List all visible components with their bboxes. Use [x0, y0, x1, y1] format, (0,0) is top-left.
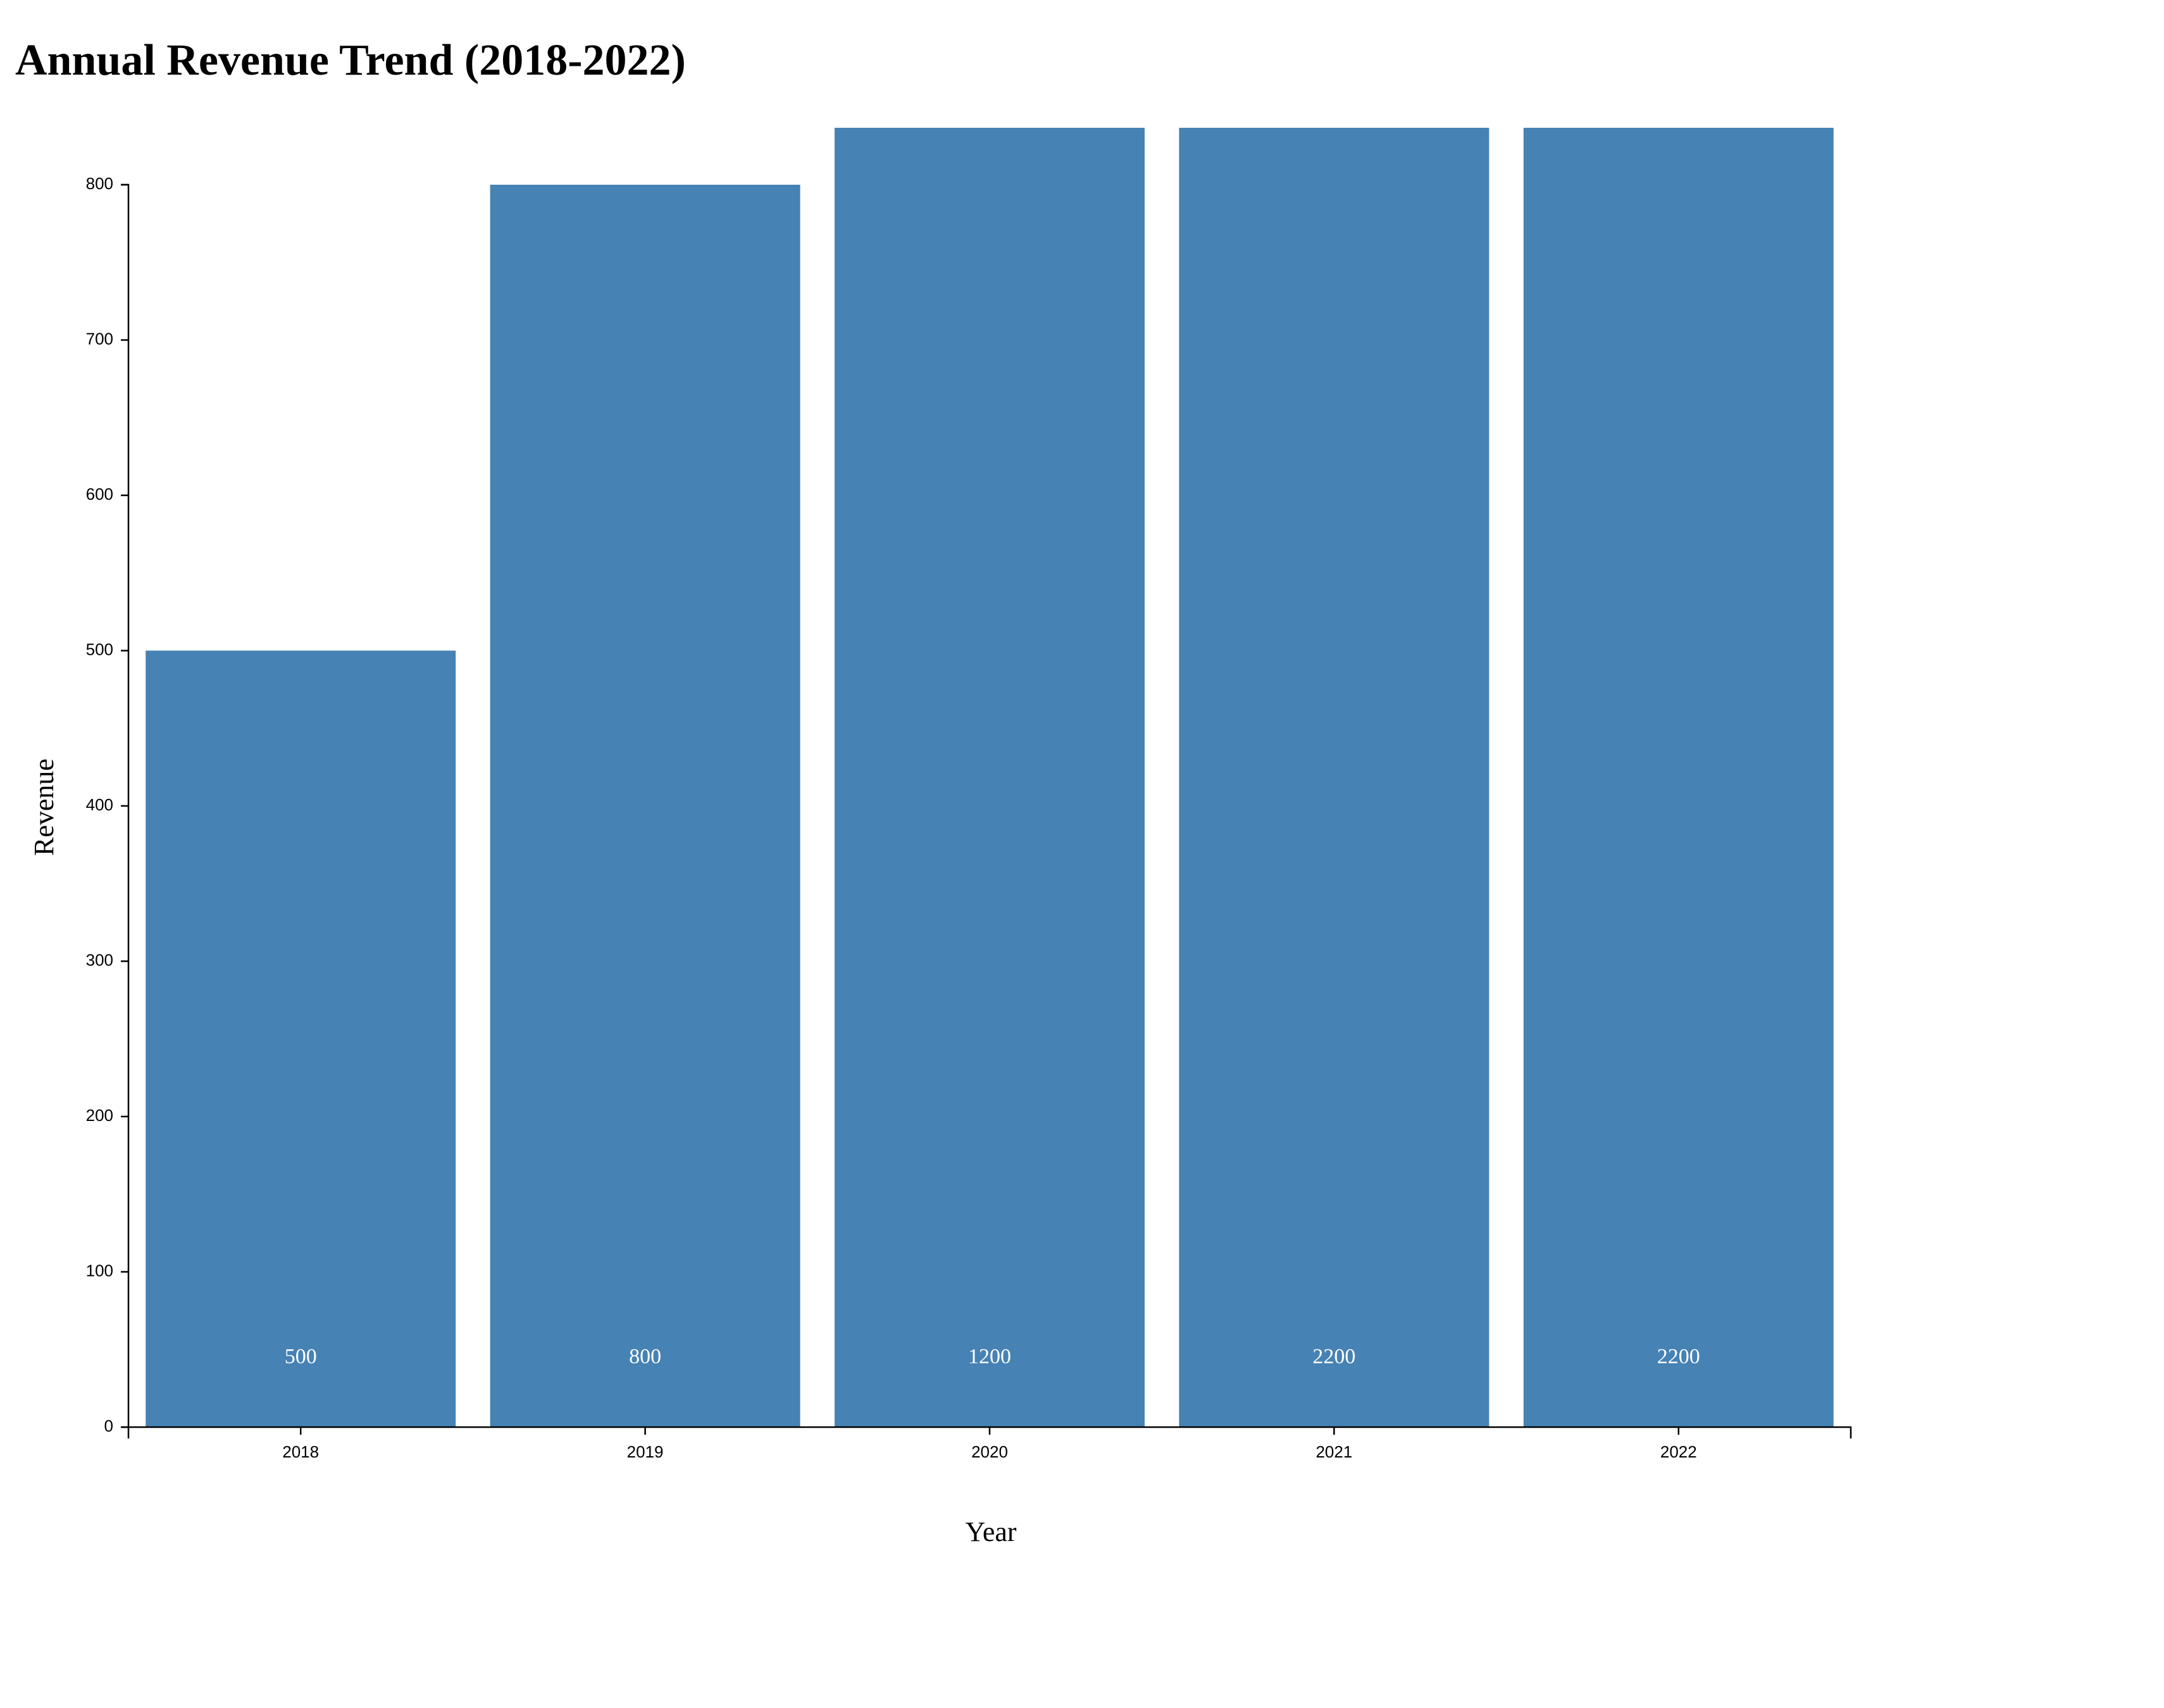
x-tick-label: 2021: [1315, 1442, 1352, 1461]
bars-layer: 500 800 1200 2200 2200: [146, 128, 1834, 1427]
y-tick-label: 300: [86, 950, 113, 969]
y-axis: 0 100 200 300 400 500 600 700 800: [86, 174, 130, 1435]
x-tick-label: 2019: [627, 1442, 664, 1461]
y-tick-label: 200: [86, 1106, 113, 1125]
x-axis: 2018 2019 2020 2021 2022: [127, 1426, 1852, 1461]
bar-2019: [490, 185, 800, 1427]
y-axis-title: Revenue: [28, 758, 59, 856]
y-tick-label: 100: [86, 1261, 113, 1280]
y-tick-label: 400: [86, 795, 113, 814]
bar-2021: [1179, 128, 1489, 1427]
y-tick-label: 600: [86, 485, 113, 504]
x-tick-label: 2020: [971, 1442, 1008, 1461]
bar-2022: [1523, 128, 1834, 1427]
bar-value-label: 1200: [968, 1345, 1011, 1368]
x-axis-title: Year: [965, 1516, 1016, 1547]
y-tick-label: 0: [104, 1416, 113, 1435]
bar-value-label: 2200: [1657, 1345, 1700, 1368]
y-tick-label: 700: [86, 329, 113, 348]
bar-value-label: 500: [285, 1345, 317, 1368]
chart-title: Annual Revenue Trend (2018-2022): [15, 36, 686, 85]
bar-2018: [146, 650, 456, 1427]
bar-value-label: 800: [629, 1345, 661, 1368]
bar-2020: [835, 128, 1145, 1427]
bar-value-label: 2200: [1312, 1345, 1355, 1368]
y-tick-label: 800: [86, 174, 113, 193]
y-tick-label: 500: [86, 640, 113, 659]
x-tick-label: 2022: [1660, 1442, 1697, 1461]
x-tick-label: 2018: [282, 1442, 319, 1461]
